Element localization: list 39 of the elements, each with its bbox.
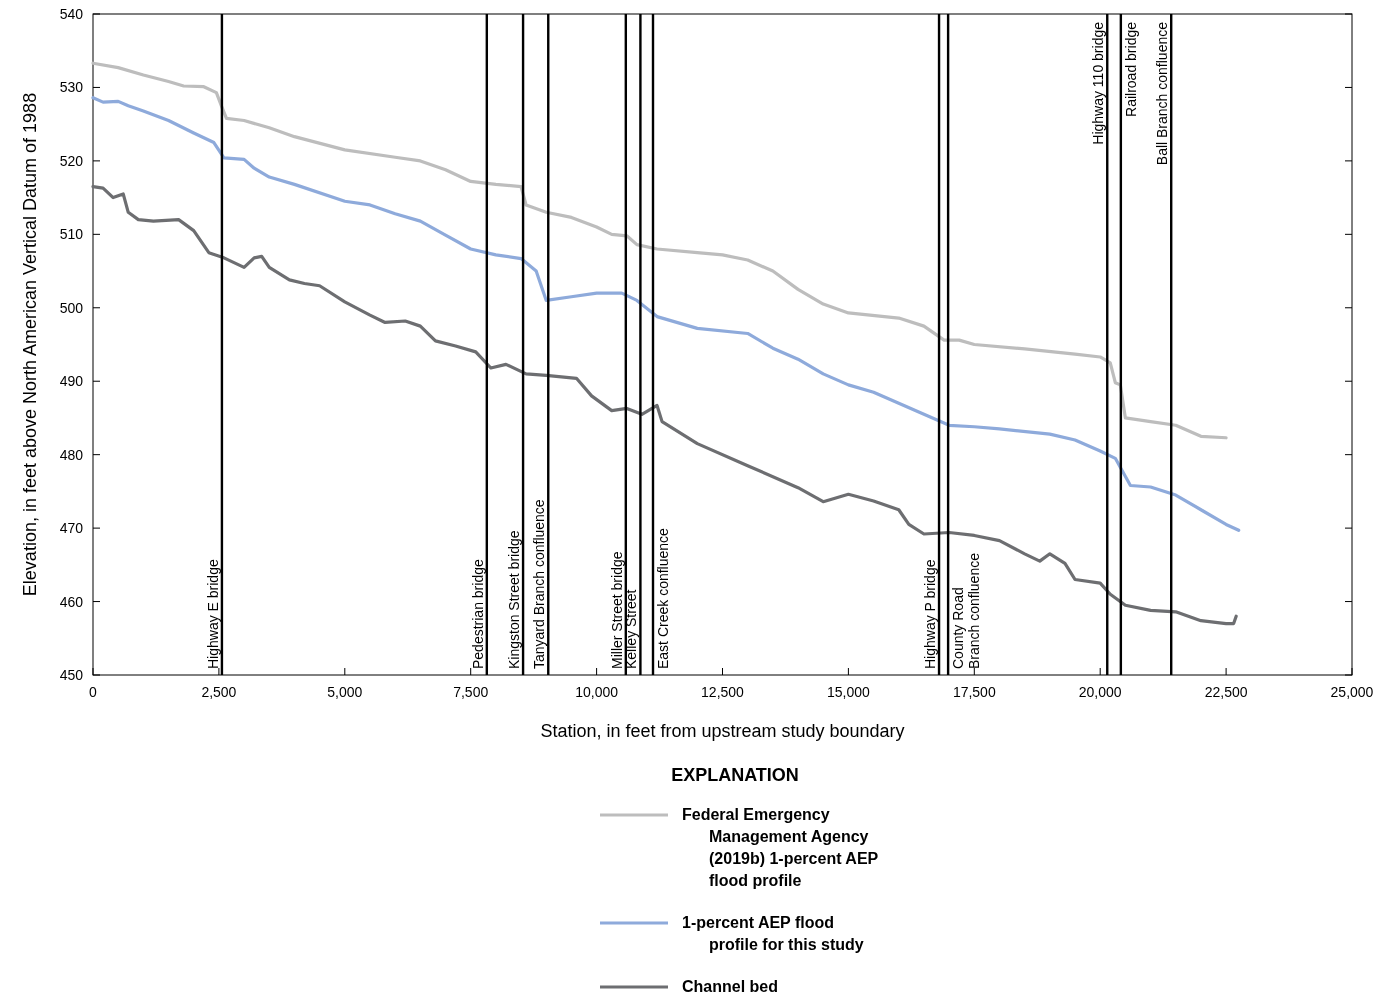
ref-line-label: Highway 110 bridge [1090,21,1107,145]
ref-line-label: Pedestrian bridge [469,559,486,669]
ref-line-label: County Road Branch confluence [950,552,983,669]
x-tick-label: 5,000 [327,684,363,700]
y-tick-label: 510 [59,226,84,243]
legend-label: Channel bed [682,978,779,995]
ref-line-label: Ball Branch confluence [1154,21,1171,166]
y-tick-label: 480 [59,446,84,463]
y-tick-label: 530 [59,79,84,96]
y-tick-label: 490 [59,373,84,390]
y-tick-label: 460 [59,593,84,610]
x-tick-label: 17,500 [952,684,996,700]
ref-line-label: Railroad bridge [1122,21,1139,117]
x-tick-label: 2,500 [201,684,237,700]
ref-line-label: Kelley Street [623,589,640,669]
legend-title: EXPLANATION [671,765,799,785]
ref-line-label: East Creek confluence [655,527,671,669]
legend-label: Federal Emergency Management Agency (2019b) 1-percent AEP flood profile [682,806,879,889]
y-tick-label: 520 [59,152,84,169]
ref-line-label: Highway E bridge [204,559,221,669]
ref-line-label: Miller Street bridge [608,551,625,669]
x-tick-label: 12,500 [701,684,745,700]
y-tick-label: 470 [59,520,84,537]
x-tick-label: 7,500 [453,684,489,700]
x-tick-label: 10,000 [575,684,619,700]
x-tick-label: 20,000 [1078,684,1122,700]
legend-label: 1-percent AEP flood profile for this study [682,914,864,953]
x-tick-label: 22,500 [1204,684,1248,700]
x-tick-label: 0 [89,684,98,700]
y-tick-label: 500 [59,299,84,316]
y-tick-label: 540 [59,6,84,22]
x-tick-label: 25,000 [1330,684,1374,700]
x-axis-title: Station, in feet from upstream study boundary [540,721,905,741]
ref-line-label: Tanyard Branch confluence [531,499,548,669]
y-tick-label: 450 [59,667,84,683]
y-axis-title: Elevation, in feet above North American Vertical Datum of 1988 [20,92,40,597]
ref-line-label: Kingston Street bridge [506,530,523,669]
x-tick-label: 15,000 [826,684,871,700]
ref-line-label: Highway P bridge [922,559,939,669]
